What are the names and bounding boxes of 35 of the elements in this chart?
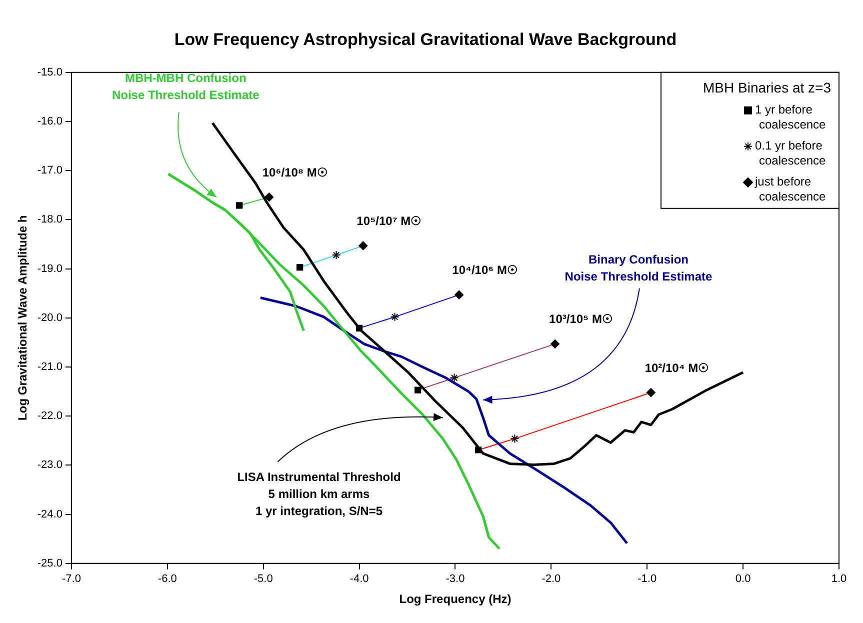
- y-tick-label: -22.0: [37, 410, 62, 422]
- legend-title: MBH Binaries at z=3: [703, 79, 832, 96]
- y-tick-label: -25.0: [37, 557, 62, 570]
- y-tick-label: -20.0: [37, 312, 62, 324]
- y-tick-label: -16.0: [37, 116, 62, 128]
- annotation: 10³/10⁵ M☉: [549, 312, 614, 326]
- annotation: 10⁴/10⁶ M☉: [452, 263, 518, 278]
- x-tick-label: 1.0: [831, 573, 847, 586]
- y-tick-label: -17.0: [37, 164, 62, 177]
- legend-label: just before coalescence: [754, 174, 826, 204]
- text: MBH-MBH Confusion Noise Threshold Estimate: [112, 70, 260, 102]
- annotation: LISA Instrumental Threshold 5 million km arms 1 yr integration, S/N=5: [237, 470, 401, 518]
- annotation: 10⁶/10⁸ M☉: [262, 165, 328, 180]
- x-tick-label: -6.0: [158, 573, 177, 586]
- y-tick-label: -21.0: [37, 361, 62, 374]
- annotation: 10²/10⁴ M☉: [644, 360, 710, 375]
- annotation: 10⁵/10⁷ M☉: [356, 214, 422, 228]
- y-tick-label: -18.0: [37, 214, 62, 226]
- x-tick-label: -4.0: [350, 573, 369, 586]
- x-tick-label: -3.0: [446, 573, 465, 586]
- legend-label: 1 yr before coalescence: [755, 102, 826, 132]
- x-tick-label: -1.0: [638, 573, 657, 586]
- x-tick-label: 0.0: [735, 573, 751, 586]
- x-tick-label: -2.0: [542, 573, 561, 586]
- x-tick-label: -7.0: [62, 573, 81, 586]
- legend-label: 0.1 yr before coalescence: [755, 138, 826, 168]
- chart-title: Low Frequency Astrophysical Gravitational Wave Background: [174, 30, 677, 49]
- text: Binary Confusion Noise Threshold Estimate: [564, 252, 712, 284]
- x-tick-label: -5.0: [254, 573, 273, 586]
- y-tick-label: -24.0: [37, 508, 62, 520]
- y-tick-label: -19.0: [37, 262, 62, 275]
- x-axis-title: Log Frequency (Hz): [399, 592, 512, 606]
- y-tick-label: -23.0: [37, 459, 62, 472]
- y-tick-label: -15.0: [37, 66, 62, 78]
- y-axis-title: Log Gravitational Wave Amplitude h: [16, 215, 30, 420]
